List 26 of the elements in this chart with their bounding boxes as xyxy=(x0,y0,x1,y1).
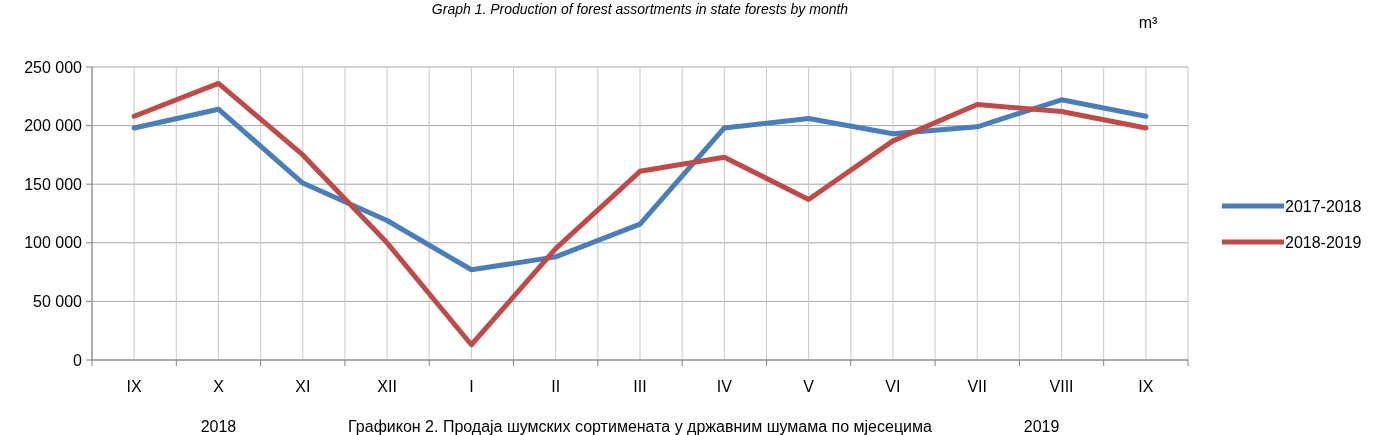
text: 2019 xyxy=(1023,418,1060,435)
legend-label: 2018-2019 xyxy=(1285,233,1362,251)
x-tick-label: VIII xyxy=(1049,378,1074,395)
x-tick-label: X xyxy=(213,378,225,395)
x-tick-label: III xyxy=(633,378,647,395)
text: 2018 xyxy=(200,418,237,435)
x-tick-label: IX xyxy=(126,378,143,395)
x-tick-label: IX xyxy=(1138,378,1154,395)
y-tick-label: 200 000 xyxy=(24,117,83,135)
x-tick-label: IV xyxy=(716,378,733,395)
chart-title: Graph 1. Production of forest assortments in state forests by month xyxy=(431,1,849,17)
y-tick-label: 150 000 xyxy=(24,175,83,193)
text: m³ xyxy=(1138,14,1158,31)
x-tick-label: V xyxy=(803,378,815,395)
y-tick-label: 100 000 xyxy=(24,234,83,252)
legend-label: 2017-2018 xyxy=(1285,197,1362,215)
x-tick-label: VI xyxy=(885,378,901,395)
x-tick-label: VII xyxy=(967,378,988,395)
x-tick-label: XII xyxy=(377,378,397,395)
x-tick-label: II xyxy=(551,378,561,395)
y-tick-label: 0 xyxy=(73,351,83,369)
y-tick-label: 250 000 xyxy=(24,58,83,76)
y-tick-label: 50 000 xyxy=(33,293,83,310)
x-tick-label: I xyxy=(469,378,474,395)
x-tick-label: XI xyxy=(295,378,311,395)
text: Графикон 2. Продаја шумских сортимената у државним шумама по мјесецима xyxy=(348,418,933,435)
